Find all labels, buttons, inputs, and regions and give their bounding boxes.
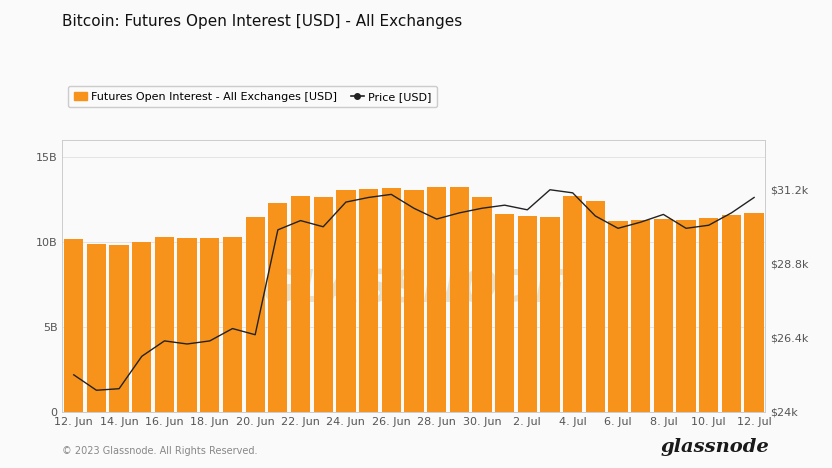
Bar xyxy=(336,190,355,412)
Bar xyxy=(540,217,560,412)
Bar xyxy=(132,242,151,412)
Bar xyxy=(563,197,582,412)
Text: glassnode: glassnode xyxy=(661,439,770,456)
Bar xyxy=(608,221,627,412)
Bar xyxy=(223,237,242,412)
Bar xyxy=(745,212,764,412)
Bar xyxy=(291,197,310,412)
Bar xyxy=(245,217,265,412)
Legend: Futures Open Interest - All Exchanges [USD], Price [USD]: Futures Open Interest - All Exchanges [U… xyxy=(68,86,438,107)
Bar xyxy=(586,201,605,412)
Bar xyxy=(495,214,514,412)
Bar xyxy=(382,188,401,412)
Text: GLASSNODE: GLASSNODE xyxy=(262,268,566,311)
Bar xyxy=(518,216,537,412)
Bar xyxy=(177,238,197,412)
Bar xyxy=(631,220,651,412)
Bar xyxy=(473,197,492,412)
Bar xyxy=(201,238,220,412)
Bar xyxy=(87,244,106,412)
Bar xyxy=(722,215,741,412)
Text: Bitcoin: Futures Open Interest [USD] - All Exchanges: Bitcoin: Futures Open Interest [USD] - A… xyxy=(62,14,463,29)
Bar xyxy=(359,189,379,412)
Bar xyxy=(64,239,83,412)
Bar xyxy=(314,197,333,412)
Bar xyxy=(268,203,288,412)
Bar xyxy=(110,245,129,412)
Bar xyxy=(427,187,446,412)
Bar xyxy=(676,220,696,412)
Bar xyxy=(449,187,469,412)
Text: © 2023 Glassnode. All Rights Reserved.: © 2023 Glassnode. All Rights Reserved. xyxy=(62,446,258,456)
Bar xyxy=(404,190,423,412)
Bar xyxy=(155,237,174,412)
Bar xyxy=(699,219,718,412)
Bar xyxy=(654,219,673,412)
